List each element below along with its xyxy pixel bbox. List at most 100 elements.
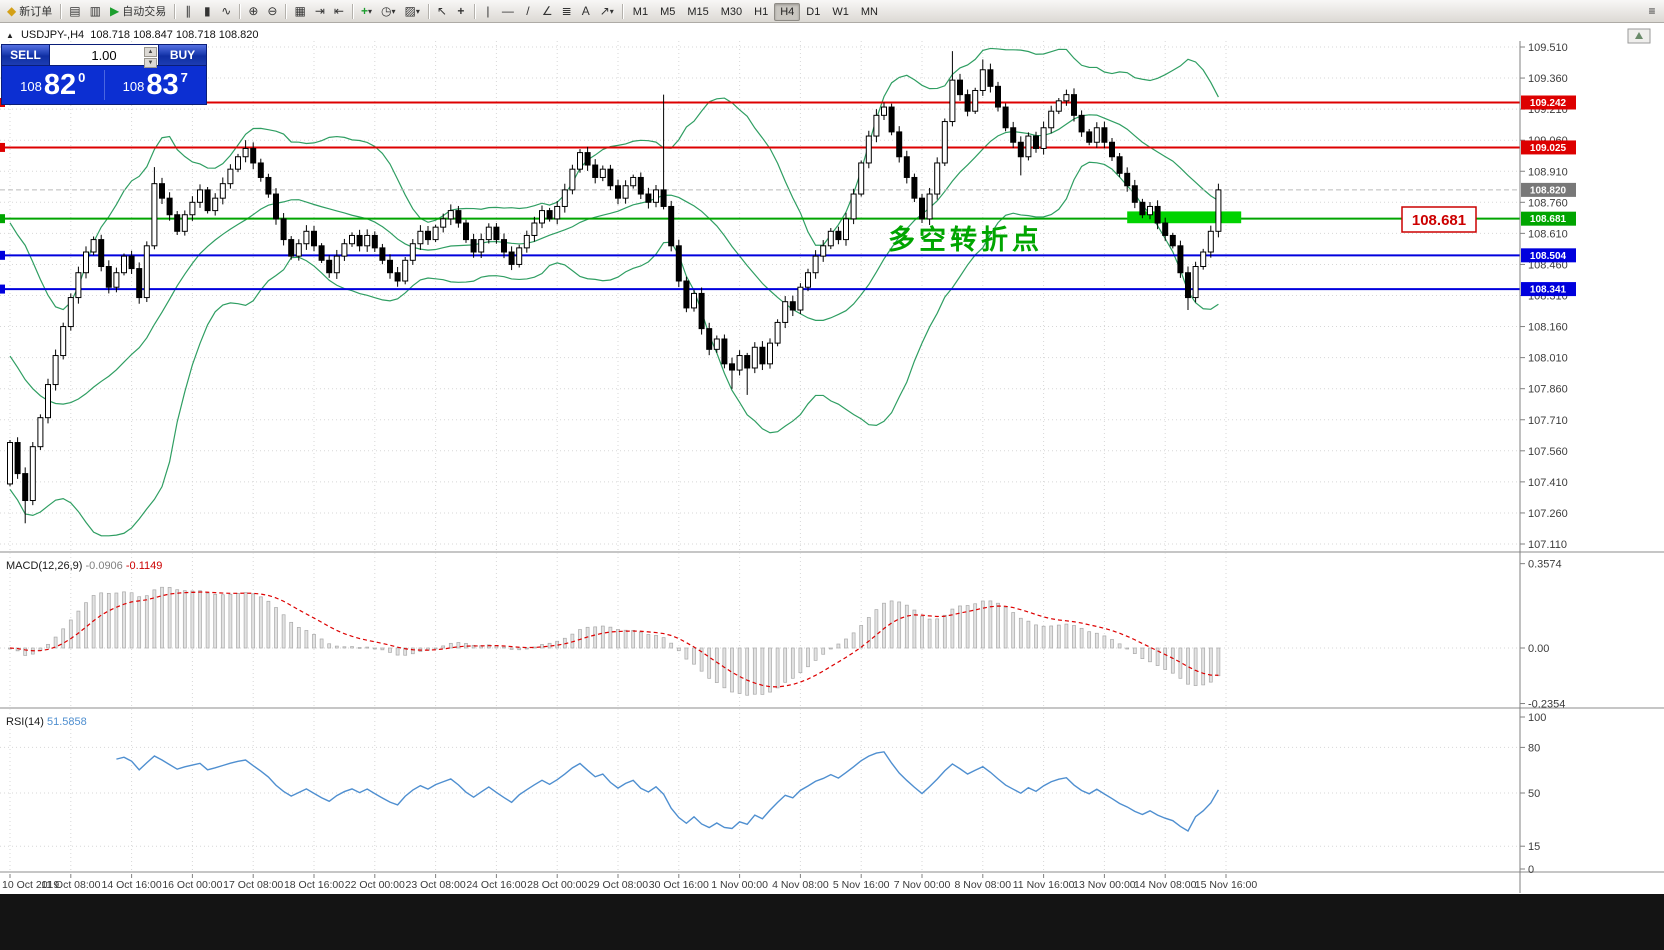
vertical-line-icon: |: [486, 4, 490, 18]
auto-scroll-button[interactable]: ⇥: [311, 2, 329, 20]
candlestick-chart-button[interactable]: ▮: [198, 2, 216, 20]
zoom-out-button[interactable]: ⊖: [263, 2, 281, 20]
auto-trading-button[interactable]: ▶ 自动交易: [106, 2, 170, 20]
macd-histogram: [8, 586, 1221, 696]
separator: [621, 3, 623, 19]
rsi-header: RSI(14) 51.5858: [6, 716, 87, 728]
time-tick-label: 30 Oct 16:00: [649, 879, 709, 891]
price-tick-label: 107.410: [1528, 477, 1568, 489]
price-label-box[interactable]: 108.681: [1401, 206, 1477, 233]
trendline-button[interactable]: /: [519, 2, 537, 20]
grid: [0, 41, 1520, 871]
timeframe-h1-button[interactable]: H1: [748, 3, 774, 21]
chart-shift-icon: ⇤: [333, 4, 344, 18]
timeframe-m30-button[interactable]: M30: [715, 3, 748, 21]
timeframe-w1-button[interactable]: W1: [826, 3, 855, 21]
buy-price-big: 83: [146, 68, 179, 101]
time-tick-label: 7 Nov 00:00: [894, 879, 951, 891]
rsi-scale-label: 0: [1528, 864, 1534, 876]
timeframe-h4-button[interactable]: H4: [774, 2, 801, 21]
volume-input[interactable]: 1.00 ▲ ▼: [50, 44, 158, 68]
level-left-marker: [0, 214, 5, 224]
new-order-label: 新订单: [19, 6, 53, 18]
buy-price-prefix: 108: [122, 78, 145, 94]
arrow-tool-button[interactable]: ↗ ▾: [596, 2, 618, 20]
crosshair-button[interactable]: +: [452, 2, 470, 20]
time-tick-label: 11 Oct 08:00: [41, 879, 101, 891]
annotation-text[interactable]: 多空转折点: [888, 224, 1043, 255]
time-tick-label: 29 Oct 08:00: [588, 879, 648, 891]
chart-canvas[interactable]: 多空转折点108.681109.510109.360109.210109.060…: [0, 23, 1664, 950]
spinner-down-icon[interactable]: ▼: [144, 58, 157, 68]
bar-chart-button[interactable]: ∥: [179, 2, 197, 20]
fibonacci-button[interactable]: ≣: [558, 2, 576, 20]
toolbar-options-button[interactable]: ≡: [1643, 2, 1661, 20]
chart-symbol-period: USDJPY-,H4: [20, 29, 85, 41]
toolbar: ◆ 新订单 ▤ ▥ ▶ 自动交易 ∥ ▮ ∿ ⊕ ⊖ ▦ ⇥ ⇤ + ▾ ◷ ▾ ▨…: [0, 0, 1664, 23]
time-tick-label: 11 Nov 16:00: [1013, 879, 1075, 891]
volume-spinner[interactable]: ▲ ▼: [144, 47, 157, 68]
cursor-button[interactable]: ↖: [433, 2, 451, 20]
price-tag: 108.820: [1530, 185, 1567, 196]
timeframe-m15-button[interactable]: M15: [681, 3, 714, 21]
new-order-button[interactable]: ◆ 新订单: [3, 2, 56, 20]
periods-button[interactable]: ◷ ▾: [377, 2, 400, 20]
data-window-icon: ▥: [89, 4, 101, 18]
horizontal-line-button[interactable]: —: [498, 2, 518, 20]
rsi-scale-label: 100: [1528, 712, 1546, 724]
crosshair-icon: +: [457, 4, 465, 18]
time-tick-label: 15 Nov 16:00: [1195, 879, 1258, 891]
separator: [427, 3, 429, 19]
chart-shift-button[interactable]: ⇤: [330, 2, 348, 20]
sell-button[interactable]: SELL: [1, 44, 50, 66]
tile-windows-button[interactable]: ▦: [290, 2, 309, 20]
fibonacci-icon: ≣: [561, 4, 572, 18]
chart-background: [0, 23, 1664, 893]
price-tick-label: 108.610: [1528, 228, 1568, 240]
chevron-down-icon: ▾: [415, 6, 420, 16]
price-tick-label: 109.360: [1528, 73, 1568, 85]
buy-button[interactable]: BUY: [158, 44, 207, 66]
sell-price[interactable]: 108 82 0: [2, 70, 104, 101]
timeframe-mn-button[interactable]: MN: [855, 3, 884, 21]
zoom-out-icon: ⊖: [267, 4, 278, 18]
price-tick-label: 107.860: [1528, 384, 1568, 396]
separator: [60, 3, 62, 19]
zoom-in-button[interactable]: ⊕: [244, 2, 262, 20]
vertical-line-button[interactable]: |: [479, 2, 497, 20]
channel-button[interactable]: ∠: [538, 2, 557, 20]
highlight-rectangle[interactable]: [1127, 211, 1242, 224]
trendline-icon: /: [526, 4, 530, 18]
line-chart-button[interactable]: ∿: [217, 2, 235, 20]
templates-button[interactable]: ▨ ▾: [400, 2, 423, 20]
macd-header: MACD(12,26,9) -0.0906 -0.1149: [6, 560, 162, 572]
bottom-bar: [0, 894, 1664, 950]
price-tick-label: 107.110: [1528, 539, 1567, 551]
timeframe-d1-button[interactable]: D1: [800, 3, 826, 21]
time-tick-label: 14 Oct 16:00: [102, 879, 162, 891]
one-click-trade-panel: SELL 1.00 ▲ ▼ BUY 108 82 0 108 83 7: [1, 44, 207, 105]
rsi-scale-label: 15: [1528, 841, 1540, 853]
time-tick-label: 14 Nov 08:00: [1134, 879, 1197, 891]
text-tool-button[interactable]: A: [577, 2, 595, 20]
price-tag: 108.341: [1530, 285, 1567, 296]
bar-chart-icon: ∥: [185, 4, 192, 18]
chart-corner-button[interactable]: [1627, 28, 1651, 44]
candles: [7, 51, 1222, 524]
buy-price[interactable]: 108 83 7: [105, 70, 207, 101]
spinner-up-icon[interactable]: ▲: [144, 47, 157, 57]
timeframe-m1-button[interactable]: M1: [627, 3, 654, 21]
zoom-in-icon: ⊕: [248, 4, 259, 18]
price-tags: 108.820 109.242 109.025 108.681 108.504 108.3…: [1521, 95, 1576, 297]
price-tag: 109.025: [1530, 143, 1567, 154]
time-tick-label: 1 Nov 00:00: [711, 879, 768, 891]
macd-scale-label: 0.00: [1528, 643, 1549, 655]
level-left-marker: [0, 284, 5, 294]
market-watch-button[interactable]: ▤: [65, 2, 84, 20]
price-tick-label: 107.260: [1528, 508, 1568, 520]
indicators-button[interactable]: + ▾: [357, 2, 376, 20]
timeframe-m5-button[interactable]: M5: [654, 3, 681, 21]
data-window-button[interactable]: ▥: [86, 2, 105, 20]
indicators-add-icon: +: [360, 4, 368, 18]
